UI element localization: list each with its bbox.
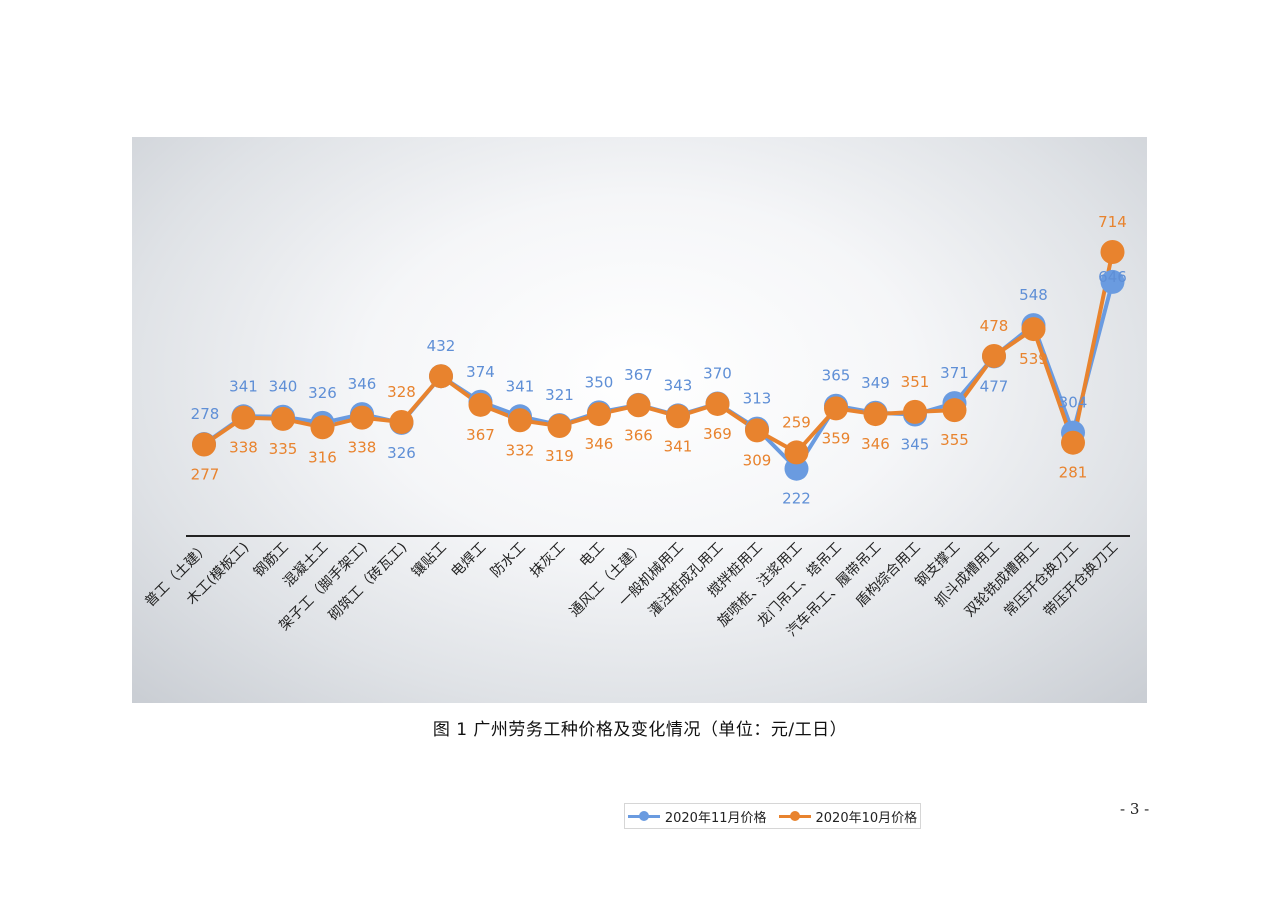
chart-legend: 2020年11月价格 2020年10月价格 <box>624 803 921 829</box>
chart-panel: 278 277 341 338 340 335 326 316 346 338 328 326 432 3… <box>132 137 1147 829</box>
category-label: 电工 <box>577 540 608 571</box>
data-point-nov <box>1100 269 1125 294</box>
data-label-nov: 345 <box>901 436 930 454</box>
data-label-oct: 316 <box>308 448 337 466</box>
data-point-oct <box>1100 239 1125 264</box>
data-point-oct <box>903 399 927 424</box>
data-label-oct: 366 <box>624 426 653 444</box>
category-label: 镶贴工 <box>408 539 450 581</box>
data-label-nov: 374 <box>466 363 495 381</box>
data-label-oct: 359 <box>822 429 851 447</box>
data-label-nov: 313 <box>743 390 772 408</box>
data-point-oct <box>863 402 888 427</box>
data-label-oct: 338 <box>229 439 258 457</box>
data-label-nov: 367 <box>624 366 653 384</box>
data-label-nov: 343 <box>664 376 693 394</box>
data-point-oct <box>468 392 493 417</box>
data-label-oct: 351 <box>901 373 930 391</box>
data-label-nov: 326 <box>308 384 337 402</box>
data-label-oct: 309 <box>743 451 772 469</box>
data-point-oct <box>1021 317 1046 342</box>
data-label-nov: 370 <box>703 365 732 383</box>
data-label-nov: 326 <box>387 444 416 462</box>
data-label-nov: 340 <box>269 378 298 396</box>
data-label-oct: 341 <box>664 437 693 455</box>
data-point-oct <box>350 405 374 430</box>
data-label-oct: 277 <box>191 465 220 483</box>
data-label-oct: 338 <box>348 439 377 457</box>
data-label-nov: 371 <box>940 364 969 382</box>
series-points <box>192 239 1125 481</box>
data-label-oct: 259 <box>782 413 811 431</box>
category-label: 电焊工 <box>448 540 489 581</box>
data-point-oct <box>784 440 809 465</box>
data-label-oct: 714 <box>1098 213 1127 231</box>
data-point-oct <box>547 413 572 438</box>
data-point-oct <box>1061 430 1085 455</box>
line-chart: 278 277 341 338 340 335 326 316 346 338 328 326 432 3… <box>142 213 1130 640</box>
data-label-nov: 304 <box>1059 394 1088 412</box>
data-label-nov: 350 <box>585 373 614 391</box>
data-label-oct: 281 <box>1059 464 1088 482</box>
data-label-nov: 646 <box>1098 268 1127 286</box>
page-number: - 3 - <box>1120 800 1150 818</box>
legend-item-oct: 2020年10月价格 <box>778 807 918 826</box>
data-point-oct <box>705 391 730 416</box>
data-label-oct: 346 <box>861 435 890 453</box>
data-label-nov: 548 <box>1019 286 1048 304</box>
data-label-nov: 432 <box>427 337 456 355</box>
data-point-oct <box>824 396 848 421</box>
data-label-nov: 278 <box>191 405 220 423</box>
data-labels: 278 277 341 338 340 335 326 316 346 338 328 326 432 3… <box>191 213 1127 508</box>
legend-swatch-nov <box>627 811 660 821</box>
series-lines <box>202 251 1115 471</box>
data-point-oct <box>310 415 335 440</box>
data-label-nov: 222 <box>782 490 811 508</box>
data-point-oct <box>231 405 256 430</box>
data-label-nov: 321 <box>545 386 574 404</box>
category-label: 防水工 <box>488 540 529 581</box>
data-point-oct <box>942 398 967 423</box>
data-point-oct <box>192 432 216 457</box>
data-label-oct: 369 <box>703 425 732 443</box>
legend-label-oct: 2020年10月价格 <box>815 810 918 826</box>
data-point-oct <box>389 410 414 435</box>
data-label-oct: 319 <box>545 447 574 465</box>
data-label-oct: 539 <box>1019 350 1048 368</box>
data-point-oct <box>508 408 532 433</box>
data-point-oct <box>745 418 769 443</box>
data-label-oct: 335 <box>269 440 298 458</box>
data-label-nov: 365 <box>822 367 851 385</box>
data-label-nov: 341 <box>506 377 535 395</box>
data-label-nov: 477 <box>980 377 1009 395</box>
category-label: 抹灰工 <box>527 540 568 581</box>
legend-label-nov: 2020年11月价格 <box>664 810 767 826</box>
data-label-oct: 328 <box>387 383 416 401</box>
data-point-oct <box>271 406 295 431</box>
data-label-oct: 346 <box>585 435 614 453</box>
series-line-oct <box>202 251 1115 455</box>
data-label-oct: 367 <box>466 426 495 444</box>
data-label-oct: 332 <box>506 441 535 459</box>
data-label-nov: 346 <box>348 375 377 393</box>
data-label-nov: 341 <box>229 377 258 395</box>
legend-swatch-oct <box>778 811 811 821</box>
data-point-oct <box>666 404 690 429</box>
data-label-nov: 349 <box>861 374 890 392</box>
data-point-oct <box>587 402 611 427</box>
data-point-oct <box>982 343 1006 368</box>
legend-item-nov: 2020年11月价格 <box>627 807 767 826</box>
data-label-oct: 478 <box>980 317 1009 335</box>
figure-caption: 图 1 广州劳务工种价格及变化情况（单位：元/工日） <box>432 720 848 740</box>
data-point-oct <box>626 393 651 418</box>
series-line-nov <box>202 281 1115 471</box>
data-point-oct <box>429 364 453 389</box>
data-label-oct: 355 <box>940 431 969 449</box>
category-labels: 普工（土建）木工(模板工)钢筋工混凝土工架子工（脚手架工)砌筑工（砖瓦工)镶贴工… <box>142 539 1121 640</box>
